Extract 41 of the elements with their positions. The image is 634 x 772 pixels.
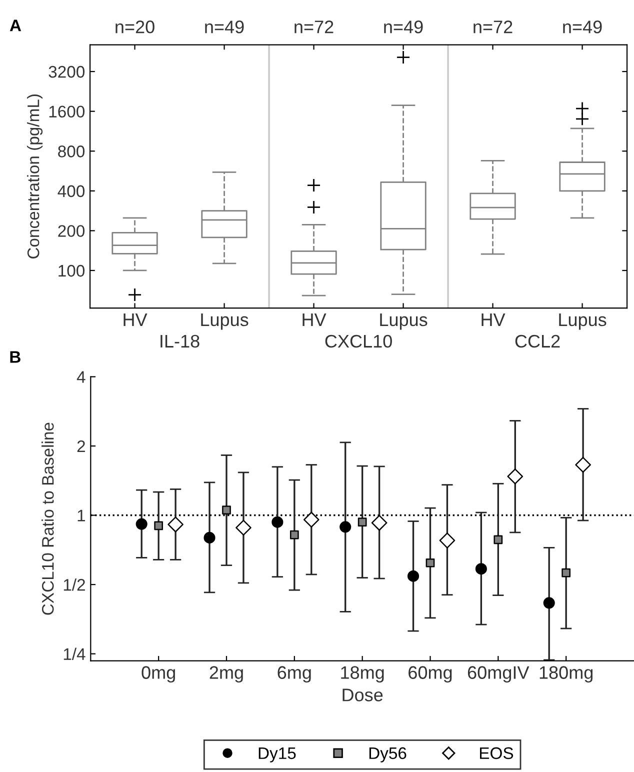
y-tick-label: 1/4 [64,648,86,660]
y-axis-title: Concentration (pg/mL) [27,94,43,258]
x-tick-label: Lupus [380,314,428,330]
x-tick-label: 6mg [278,666,311,683]
x-tick-label: 2mg [210,666,243,683]
y-tick-label: 200 [58,225,85,237]
text: n=49 [384,20,423,34]
text: CXCL10 [325,334,392,348]
y-tick-label: 1/2 [64,578,85,591]
y-tick-label: 3200 [48,66,85,78]
text: IL-18 [160,334,200,348]
legend-label: EOS [480,747,514,760]
text: n=72 [294,20,334,34]
text: n=49 [205,20,244,34]
text: n=49 [563,20,602,34]
x-tick-label: 0mg [142,666,175,683]
y-tick-label: 100 [58,264,85,277]
y-tick-label: 400 [58,185,85,198]
y-axis-title: CXCL10 Ratio to Baseline [42,422,54,615]
x-tick-label: HV [124,314,148,326]
x-tick-label: Lupus [559,314,606,330]
x-tick-label: 180mg [540,666,593,683]
chart-title: A [10,20,22,32]
y-tick-label: 800 [58,146,85,158]
x-tick-label: 18mg [341,666,384,683]
x-tick-label: HV [302,314,326,326]
text: n=20 [116,20,154,34]
x-tick-label: HV [482,314,506,326]
x-tick-label: 60mg [408,666,452,683]
x-tick-label: 60mgIV [468,666,530,683]
y-tick-label: 1 [78,510,85,522]
x-axis-title: Dose [342,688,383,702]
text: CCL2 [515,334,560,348]
x-tick-label: Lupus [201,314,248,330]
text: n=72 [474,20,512,34]
y-tick-label: 1600 [49,106,85,118]
y-tick-label: 2 [77,440,85,452]
y-tick-label: 4 [76,371,86,383]
chart-title: B [10,351,20,363]
legend-label: Dy15 [258,747,296,762]
legend-label: Dy56 [369,747,406,762]
